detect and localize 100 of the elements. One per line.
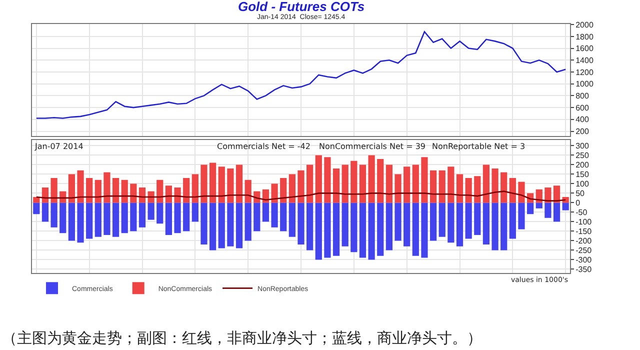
bar bbox=[68, 202, 75, 241]
bar bbox=[315, 202, 322, 260]
bar bbox=[210, 202, 216, 250]
y-tick-label: -150 bbox=[576, 227, 592, 236]
bar bbox=[315, 155, 322, 203]
y-tick-label: 200 bbox=[576, 127, 590, 136]
bar bbox=[553, 202, 560, 222]
bar bbox=[130, 184, 137, 203]
bar bbox=[50, 178, 58, 203]
bar bbox=[50, 202, 58, 228]
bar bbox=[306, 202, 314, 250]
bar bbox=[482, 202, 490, 244]
bar bbox=[148, 202, 154, 220]
bar bbox=[536, 202, 542, 208]
bar bbox=[183, 202, 190, 232]
bar bbox=[544, 202, 552, 218]
y-tick-label: -250 bbox=[576, 246, 592, 255]
y-tick-label: 1600 bbox=[576, 44, 594, 54]
bar bbox=[174, 202, 181, 234]
bar bbox=[254, 202, 260, 232]
bar bbox=[121, 202, 128, 234]
y-tick-label: 1000 bbox=[576, 80, 594, 89]
bar bbox=[288, 202, 296, 237]
bar bbox=[165, 202, 172, 235]
bar bbox=[342, 202, 348, 246]
line-series bbox=[36, 190, 566, 202]
bar bbox=[350, 160, 358, 203]
y-tick-label: 600 bbox=[576, 103, 590, 112]
bar bbox=[518, 202, 525, 230]
bar bbox=[412, 202, 419, 256]
bar bbox=[104, 172, 110, 203]
bar bbox=[192, 202, 198, 222]
bar bbox=[492, 202, 498, 250]
bar bbox=[165, 186, 172, 203]
line-series bbox=[36, 31, 566, 119]
bar bbox=[404, 202, 410, 246]
bar bbox=[421, 157, 428, 203]
y-tick-label: 100 bbox=[576, 180, 590, 188]
bar bbox=[174, 188, 181, 203]
bar bbox=[298, 170, 304, 203]
bar bbox=[421, 202, 428, 258]
bar bbox=[332, 168, 340, 203]
y-tick-label: 1400 bbox=[576, 56, 594, 65]
bar bbox=[342, 164, 348, 203]
y-tick-label: -200 bbox=[576, 236, 592, 246]
bar bbox=[68, 174, 75, 203]
y-tick-label: 150 bbox=[576, 170, 590, 179]
annotation: NonReportable Net = 3 bbox=[432, 142, 526, 151]
annotation: Commercials Net = -42 bbox=[217, 142, 310, 151]
bar bbox=[104, 202, 110, 235]
bar bbox=[368, 155, 375, 203]
bar bbox=[527, 202, 534, 214]
bar bbox=[377, 159, 384, 203]
y-tick-label: 250 bbox=[576, 151, 590, 160]
y-tick-label: 400 bbox=[576, 115, 590, 124]
y-tick-label: 0 bbox=[576, 198, 581, 208]
y-tick-label: 1800 bbox=[576, 32, 594, 42]
bar bbox=[244, 180, 252, 203]
bar bbox=[386, 164, 392, 203]
bar bbox=[280, 202, 287, 232]
bar bbox=[86, 178, 93, 203]
bar bbox=[77, 202, 84, 243]
bar bbox=[509, 202, 516, 239]
bar bbox=[94, 202, 102, 237]
y-tick-label: 200 bbox=[576, 160, 590, 170]
bar bbox=[218, 202, 225, 248]
y-tick-label: -350 bbox=[576, 265, 592, 274]
bar bbox=[465, 178, 472, 203]
bar bbox=[200, 202, 208, 244]
bar bbox=[200, 164, 208, 203]
bar bbox=[474, 202, 481, 235]
bar bbox=[227, 202, 234, 246]
bar bbox=[183, 178, 190, 203]
y-tick-label: 2000 bbox=[576, 20, 594, 30]
bar bbox=[359, 202, 366, 258]
bar bbox=[448, 202, 454, 243]
bar bbox=[156, 202, 164, 224]
bar bbox=[60, 202, 66, 234]
bar bbox=[394, 202, 402, 241]
y-tick-label: 1200 bbox=[576, 68, 594, 77]
bar bbox=[456, 174, 464, 203]
bar bbox=[404, 166, 410, 203]
annotation: NonCommercials Net = 39 bbox=[319, 142, 426, 151]
bar bbox=[332, 202, 340, 256]
bar bbox=[562, 202, 569, 210]
bar bbox=[112, 178, 120, 203]
bar bbox=[438, 170, 446, 203]
bar bbox=[368, 202, 375, 260]
text: （主图为黄金走势；副图：红线，非商业净头寸；蓝线，商业净头寸。） bbox=[2, 329, 482, 347]
bar bbox=[518, 182, 525, 203]
bar bbox=[430, 170, 437, 203]
bar bbox=[77, 170, 84, 203]
bar bbox=[33, 202, 40, 214]
y-tick-label: 300 bbox=[576, 142, 590, 150]
bar bbox=[227, 168, 234, 203]
bar bbox=[210, 162, 216, 203]
chart-title: Gold - Futures COTs bbox=[238, 0, 365, 14]
bar bbox=[42, 202, 49, 222]
annotation: Jan-07 2014 bbox=[34, 142, 84, 151]
bar bbox=[192, 174, 198, 203]
